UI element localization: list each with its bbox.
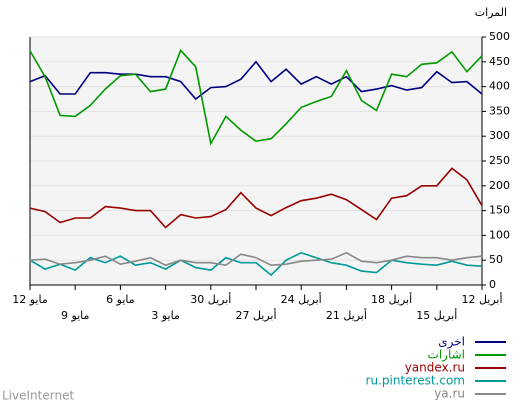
x-tick-label: 21 أبريل	[326, 308, 367, 322]
series-line	[29, 60, 483, 101]
legend-label: اشارات	[428, 348, 465, 363]
y-tick-label: 250	[489, 154, 510, 167]
x-tick-label: 3 مايو	[151, 309, 180, 322]
y-tick-label: 300	[489, 129, 510, 142]
legend-label: اخرى	[438, 335, 465, 350]
x-tick-label: 12 مايو	[12, 293, 48, 306]
x-tick-label: 12 أبريل	[461, 292, 502, 306]
y-tick-label: 450	[489, 55, 510, 68]
series-line	[29, 167, 483, 229]
chart-title: المرات	[475, 6, 507, 19]
y-tick-label: 350	[489, 104, 510, 117]
y-tick-label: 50	[489, 253, 503, 266]
x-tick-label: 30 أبريل	[190, 292, 231, 306]
legend-label: ru.pinterest.com	[366, 374, 465, 388]
series-line	[29, 48, 483, 146]
source: LiveInternet	[2, 389, 74, 403]
y-tick-label: 100	[489, 228, 510, 241]
x-tick-label: 24 أبريل	[281, 292, 322, 306]
y-tick-label: 200	[489, 179, 510, 192]
x-tick-label: 6 مايو	[106, 293, 135, 306]
series-line	[29, 251, 483, 277]
x-tick-label: 15 أبريل	[416, 308, 457, 322]
y-tick-label: 150	[489, 204, 510, 217]
y-tick-label: 500	[489, 30, 510, 43]
y-tick-label: 400	[489, 80, 510, 93]
x-tick-label: 9 مايو	[61, 309, 90, 322]
x-tick-label: 18 أبريل	[371, 292, 412, 306]
y-tick-label: 0	[489, 278, 496, 291]
series-line	[29, 251, 483, 267]
legend-label: ya.ru	[434, 387, 465, 401]
x-tick-label: 27 أبريل	[235, 308, 276, 322]
legend-label: yandex.ru	[405, 361, 465, 375]
